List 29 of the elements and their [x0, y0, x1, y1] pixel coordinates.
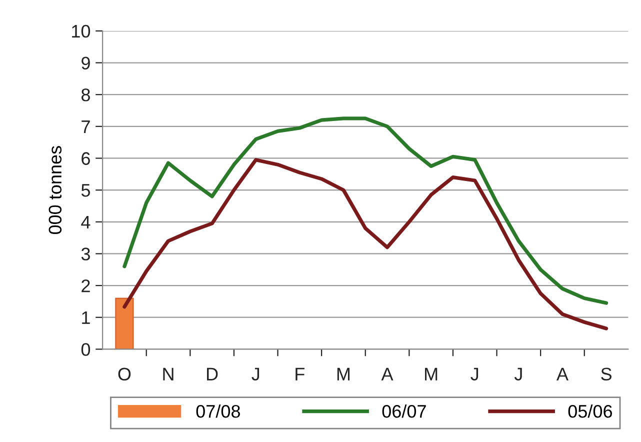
y-tick-label: 8 [82, 88, 90, 102]
y-tick-label: 0 [81, 343, 90, 356]
x-tick-label: S [601, 368, 612, 380]
legend-label: 05/06 [568, 404, 612, 418]
x-tick-label: O [118, 368, 131, 380]
y-tick-label: 7 [82, 120, 90, 133]
y-axis-title: 000 tonnes [48, 146, 62, 234]
y-tick-label: 5 [81, 184, 90, 197]
x-tick-label: J [252, 368, 260, 380]
y-tick-label: 9 [82, 56, 90, 70]
y-tick-label: 4 [81, 216, 90, 228]
x-tick-label: M [425, 368, 438, 380]
y-tick-label: 3 [81, 248, 90, 260]
legend-label: 06/07 [382, 404, 426, 418]
x-tick-label: A [556, 368, 568, 380]
y-tick-label: 2 [82, 279, 90, 292]
x-tick-label: A [381, 368, 394, 380]
line-series [122, 158, 608, 330]
x-tick-label: M [337, 368, 350, 380]
line-series [122, 116, 608, 305]
x-tick-label: J [470, 368, 478, 380]
x-tick-label: N [163, 368, 174, 380]
y-tick-label: 10 [72, 24, 90, 38]
legend-label: 07/08 [196, 404, 240, 418]
x-tick-label: F [296, 368, 304, 380]
x-tick-label: D [207, 368, 218, 380]
y-tick-label: 6 [82, 152, 90, 165]
x-tick-label: J [514, 368, 522, 380]
y-tick-label: 1 [82, 311, 90, 324]
